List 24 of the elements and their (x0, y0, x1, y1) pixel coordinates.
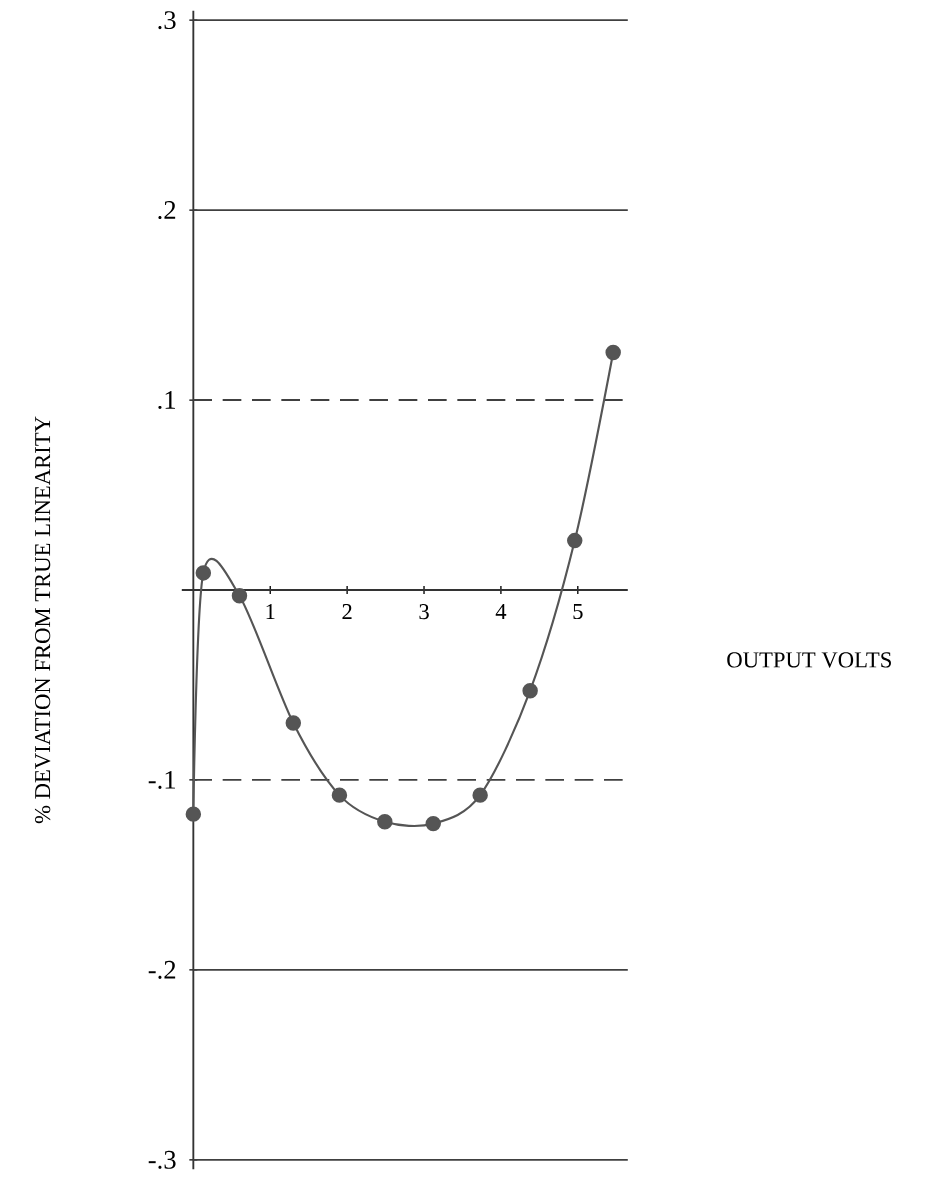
y-tick-label: .2 (158, 201, 176, 220)
y-tick-label: -.1 (148, 770, 176, 789)
y-axis-title: % DEVIATION FROM TRUE LINEARITY (34, 416, 51, 824)
point (472, 787, 488, 803)
y-tick-label: .1 (158, 391, 176, 410)
x-tick-label: 4 (495, 604, 507, 619)
x-tick-label: 2 (342, 604, 352, 620)
point (425, 815, 441, 832)
point (522, 682, 538, 699)
x-tick-label: 3 (419, 604, 429, 620)
point (195, 565, 212, 581)
x-tick-label: 1 (266, 604, 275, 619)
point (377, 813, 393, 830)
y-tick-label: .3 (158, 11, 176, 30)
point (567, 532, 583, 549)
point (185, 806, 202, 822)
x-tick-label: 5 (573, 604, 583, 620)
point (285, 715, 302, 731)
point (231, 587, 248, 604)
point (331, 787, 348, 803)
point (605, 344, 621, 361)
x-axis-title: OUTPUT VOLTS (727, 652, 891, 668)
y-tick-label: -.3 (148, 1150, 176, 1169)
y-tick-label: -.2 (148, 960, 176, 979)
